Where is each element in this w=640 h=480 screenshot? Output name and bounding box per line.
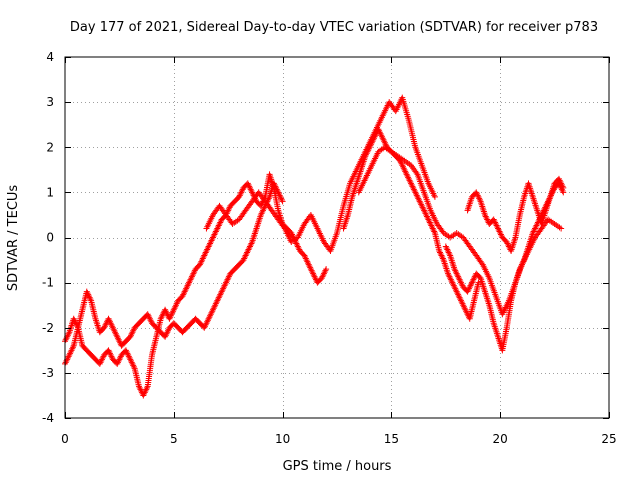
data-point — [475, 279, 482, 286]
data-point — [279, 198, 286, 205]
x-axis-label: GPS time / hours — [283, 459, 392, 474]
x-tick-label: 10 — [275, 432, 290, 446]
data-point — [323, 266, 330, 273]
x-tick-label: 20 — [493, 432, 508, 446]
y-tick-label: 4 — [46, 50, 54, 64]
y-tick-label: -3 — [42, 366, 54, 380]
x-tick-label: 25 — [601, 432, 616, 446]
plot-frame — [64, 56, 610, 419]
data-point — [431, 193, 438, 200]
axis-ticks: 0 5 10 15 20 25 -4 -3 -2 -1 0 1 2 3 4 — [42, 50, 617, 446]
series-satellite-track-g — [464, 175, 567, 255]
x-tick-label: 5 — [170, 432, 178, 446]
y-tick-label: 1 — [46, 185, 54, 199]
x-tick-label: 15 — [384, 432, 399, 446]
y-tick-label: -1 — [42, 276, 54, 290]
series-satellite-track-d — [340, 126, 482, 322]
y-tick-label: 0 — [46, 231, 54, 245]
grid-lines — [65, 57, 609, 418]
x-tick-label: 0 — [61, 432, 69, 446]
data-points — [62, 94, 567, 399]
data-point — [560, 184, 567, 191]
series-satellite-track-b — [62, 180, 286, 367]
y-tick-label: -2 — [42, 321, 54, 335]
series-satellite-track-c — [203, 94, 438, 255]
y-tick-label: 3 — [46, 95, 54, 109]
y-tick-label: 2 — [46, 140, 54, 154]
series-satellite-track-a — [62, 171, 330, 399]
y-axis-label: SDTVAR / TECUs — [6, 185, 21, 292]
data-point — [558, 225, 565, 232]
y-tick-label: -4 — [42, 411, 54, 425]
chart-title: Day 177 of 2021, Sidereal Day-to-day VTE… — [70, 20, 598, 35]
